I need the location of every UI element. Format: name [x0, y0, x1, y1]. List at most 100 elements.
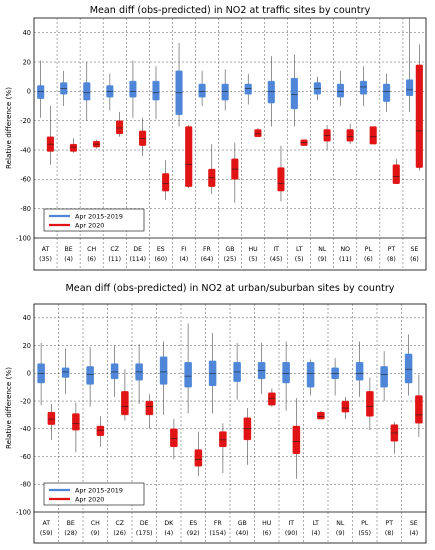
box-body: [184, 362, 192, 388]
category-count: (9): [91, 530, 100, 537]
lockdown-box: [268, 388, 276, 407]
lockdown-box: [277, 145, 285, 202]
category-label: FR: [214, 520, 223, 527]
category-count: (6): [262, 530, 271, 537]
box-body: [415, 395, 423, 424]
category-count: (4): [409, 530, 418, 537]
baseline-box: [282, 341, 290, 411]
baseline-box: [60, 70, 68, 106]
category-count: (114): [129, 256, 146, 263]
baseline-box: [159, 341, 168, 415]
box-body: [244, 83, 252, 95]
box-body: [404, 353, 413, 384]
box-body: [170, 428, 178, 448]
baseline-box: [406, 18, 414, 112]
lockdown-box: [415, 374, 423, 438]
legend-label: Apr 2020: [75, 221, 104, 229]
category-count: (40): [236, 530, 249, 537]
category-count: (26): [113, 530, 126, 537]
baseline-box: [290, 54, 298, 127]
lockdown-box: [219, 423, 227, 474]
y-tick-label: 0: [27, 370, 31, 378]
baseline-box: [306, 359, 315, 396]
baseline-box: [135, 344, 143, 404]
category-label: NL: [336, 520, 345, 527]
category-label: IT: [273, 246, 279, 253]
category-count: (6): [87, 256, 96, 263]
baseline-box: [106, 73, 114, 111]
y-tick-label: -60: [20, 453, 31, 461]
box-body: [162, 173, 170, 192]
baseline-box: [336, 70, 344, 106]
box-body: [336, 83, 344, 98]
box-body: [198, 83, 206, 98]
box-body: [221, 83, 229, 101]
y-tick-label: -40: [20, 425, 31, 433]
lockdown-box: [69, 138, 77, 153]
box-body: [415, 64, 423, 168]
chart-title: Mean diff (obs-predicted) in NO2 at urba…: [66, 283, 395, 294]
box-body: [129, 80, 137, 98]
category-count: (175): [136, 530, 153, 537]
box-body: [37, 85, 45, 99]
category-label: HU: [262, 520, 271, 527]
box-body: [392, 164, 400, 184]
baseline-box: [61, 348, 70, 395]
category-count: (5): [295, 256, 304, 263]
box-body: [110, 363, 119, 380]
lockdown-box: [231, 142, 239, 203]
baseline-box: [383, 73, 391, 112]
y-tick-label: 40: [23, 29, 31, 37]
lockdown-box: [415, 44, 423, 171]
category-count: (9): [318, 256, 327, 263]
lockdown-box: [194, 431, 203, 476]
lockdown-box: [366, 377, 374, 431]
category-label: CH: [91, 520, 100, 527]
box-body: [121, 391, 129, 416]
baseline-box: [267, 56, 275, 127]
category-label: FR: [203, 246, 212, 253]
lockdown-box: [390, 421, 399, 454]
category-label: DE: [140, 520, 149, 527]
box-body: [152, 80, 160, 101]
category-count: (60): [154, 256, 167, 263]
box-body: [267, 80, 275, 104]
lockdown-box: [254, 128, 262, 137]
category-label: IT: [288, 520, 294, 527]
y-axis-label: Relative difference (%): [4, 87, 13, 169]
lockdown-box: [369, 126, 377, 145]
box-body: [268, 392, 276, 406]
plot-frame: [33, 303, 427, 544]
box-body: [277, 167, 285, 192]
box-body: [185, 126, 193, 187]
lockdown-box: [92, 139, 101, 149]
category-label: PL: [361, 520, 369, 527]
box-body: [72, 413, 80, 431]
box-body: [346, 129, 354, 142]
baseline-box: [221, 69, 229, 111]
lockdown-box: [346, 123, 354, 145]
chart-title: Mean diff (obs-predicted) in NO2 at traf…: [90, 5, 371, 16]
lockdown-box: [96, 416, 105, 447]
y-tick-label: -20: [20, 397, 31, 405]
y-axis-label: Relative difference (%): [4, 367, 13, 449]
category-label: SE: [411, 246, 419, 253]
lockdown-box: [116, 111, 124, 137]
baseline-box: [331, 358, 339, 396]
box-body: [292, 425, 301, 454]
y-tick-label: -80: [20, 481, 31, 489]
category-label: FI: [181, 246, 187, 253]
category-label: HU: [248, 246, 257, 253]
category-count: (25): [224, 256, 237, 263]
category-count: (8): [385, 530, 394, 537]
category-count: (5): [249, 256, 258, 263]
baseline-box: [355, 341, 364, 397]
category-label: NL: [318, 246, 327, 253]
lockdown-box: [162, 160, 170, 200]
category-count: (4): [179, 256, 188, 263]
baseline-box: [404, 334, 413, 396]
box-body: [282, 362, 290, 384]
category-count: (9): [336, 530, 345, 537]
category-label: CZ: [110, 246, 119, 253]
